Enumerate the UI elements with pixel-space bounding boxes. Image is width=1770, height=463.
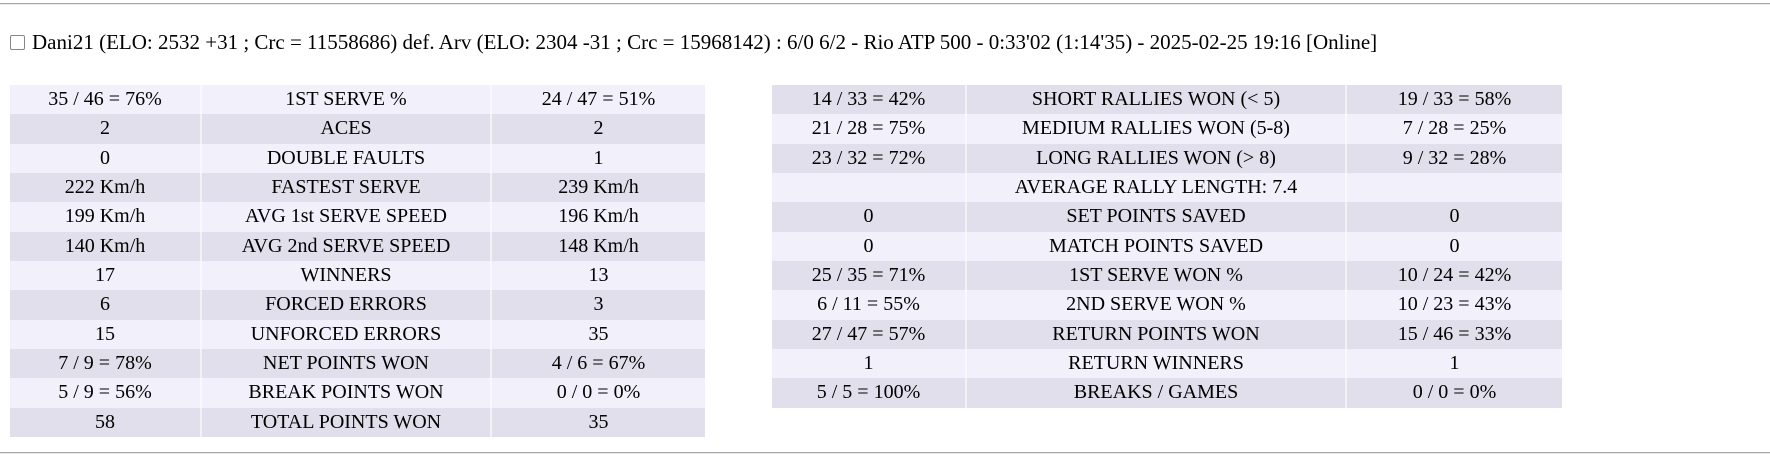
stat-label: MEDIUM RALLIES WON (5-8)	[965, 114, 1345, 144]
stat-value-p2: 13	[490, 260, 705, 291]
stat-value-p1: 23 / 32 = 72%	[772, 143, 965, 173]
stats-row: 0 DOUBLE FAULTS 1	[10, 143, 705, 173]
stat-value-p2: 10 / 24 = 42%	[1345, 260, 1562, 291]
stat-value-p2: 148 Km/h	[490, 231, 705, 261]
stat-label: 2ND SERVE WON %	[965, 290, 1345, 320]
stat-label: ACES	[200, 114, 490, 144]
stats-row: 6 FORCED ERRORS 3	[10, 290, 705, 320]
stat-label: UNFORCED ERRORS	[200, 319, 490, 349]
stat-value-p2: 24 / 47 = 51%	[490, 85, 705, 115]
stat-label: 1ST SERVE WON %	[965, 260, 1345, 291]
stat-value-p2: 2	[490, 114, 705, 144]
stat-value-p2: 35	[490, 407, 705, 437]
stat-value-p2: 239 Km/h	[490, 172, 705, 203]
stat-value-p1: 222 Km/h	[10, 172, 200, 203]
stats-row: 17 WINNERS 13	[10, 260, 705, 291]
stats-row: 14 / 33 = 42% SHORT RALLIES WON (< 5) 19 /…	[772, 85, 1562, 115]
stat-value-p2: 0 / 0 = 0%	[490, 378, 705, 408]
stat-value-p1: 58	[10, 407, 200, 437]
stat-value-p1: 17	[10, 260, 200, 291]
stat-value-p1: 0	[10, 143, 200, 173]
stat-value-p1: 7 / 9 = 78%	[10, 348, 200, 379]
stat-label: RETURN WINNERS	[965, 348, 1345, 379]
stat-value-p1: 14 / 33 = 42%	[772, 85, 965, 115]
stats-row: 0 SET POINTS SAVED 0	[772, 202, 1562, 232]
stats-row: 25 / 35 = 71% 1ST SERVE WON % 10 / 24 = 42…	[772, 260, 1562, 291]
stat-label: SET POINTS SAVED	[965, 202, 1345, 232]
stat-value-p2	[1345, 172, 1562, 203]
stats-row: 1 RETURN WINNERS 1	[772, 348, 1562, 379]
stat-label: BREAK POINTS WON	[200, 378, 490, 408]
stat-value-p1: 2	[10, 114, 200, 144]
stat-label: DOUBLE FAULTS	[200, 143, 490, 173]
stats-row: 15 UNFORCED ERRORS 35	[10, 319, 705, 349]
match-select-checkbox[interactable]	[10, 34, 25, 50]
stats-row: 7 / 9 = 78% NET POINTS WON 4 / 6 = 67%	[10, 348, 705, 379]
stat-value-p2: 19 / 33 = 58%	[1345, 85, 1562, 115]
bottom-divider	[0, 452, 1770, 454]
match-result-line: Dani21 (ELO: 2532 +31 ; Crc = 11558686) …	[32, 30, 1378, 54]
stat-label: WINNERS	[200, 260, 490, 291]
stats-row: 35 / 46 = 76% 1ST SERVE % 24 / 47 = 51%	[10, 85, 705, 115]
rally-stats-table: 14 / 33 = 42% SHORT RALLIES WON (< 5) 19 /…	[772, 85, 1562, 408]
stat-value-p2: 0	[1345, 231, 1562, 261]
stat-value-p1: 15	[10, 319, 200, 349]
stat-value-p2: 10 / 23 = 43%	[1345, 290, 1562, 320]
stat-label: RETURN POINTS WON	[965, 319, 1345, 349]
stats-row: 199 Km/h AVG 1st SERVE SPEED 196 Km/h	[10, 202, 705, 232]
stat-label: TOTAL POINTS WON	[200, 407, 490, 437]
stat-label: LONG RALLIES WON (> 8)	[965, 143, 1345, 173]
stat-value-p1	[772, 172, 965, 203]
stat-value-p2: 196 Km/h	[490, 202, 705, 232]
stats-row: 21 / 28 = 75% MEDIUM RALLIES WON (5-8) 7 /…	[772, 114, 1562, 144]
stat-label: 1ST SERVE %	[200, 85, 490, 115]
stats-row: 27 / 47 = 57% RETURN POINTS WON 15 / 46 = …	[772, 319, 1562, 349]
stats-row: 0 MATCH POINTS SAVED 0	[772, 231, 1562, 261]
stats-row: AVERAGE RALLY LENGTH: 7.4	[772, 172, 1562, 203]
stats-row: 140 Km/h AVG 2nd SERVE SPEED 148 Km/h	[10, 231, 705, 261]
stat-label: MATCH POINTS SAVED	[965, 231, 1345, 261]
stat-label: AVERAGE RALLY LENGTH: 7.4	[965, 172, 1345, 203]
stat-label: FORCED ERRORS	[200, 290, 490, 320]
stat-label: AVG 1st SERVE SPEED	[200, 202, 490, 232]
stat-label: BREAKS / GAMES	[965, 378, 1345, 408]
stat-value-p2: 1	[1345, 348, 1562, 379]
serve-stats-table: 35 / 46 = 76% 1ST SERVE % 24 / 47 = 51% 2 AC…	[10, 85, 705, 437]
stat-value-p1: 5 / 9 = 56%	[10, 378, 200, 408]
stats-row: 5 / 5 = 100% BREAKS / GAMES 0 / 0 = 0%	[772, 378, 1562, 408]
stat-value-p2: 3	[490, 290, 705, 320]
stat-value-p1: 6 / 11 = 55%	[772, 290, 965, 320]
match-header-row: Dani21 (ELO: 2532 +31 ; Crc = 11558686) …	[10, 30, 1377, 54]
stat-value-p1: 0	[772, 231, 965, 261]
stat-value-p2: 9 / 32 = 28%	[1345, 143, 1562, 173]
stat-value-p1: 140 Km/h	[10, 231, 200, 261]
top-divider	[0, 3, 1770, 5]
stat-label: NET POINTS WON	[200, 348, 490, 379]
stat-value-p2: 0	[1345, 202, 1562, 232]
stat-value-p1: 0	[772, 202, 965, 232]
stats-row: 58 TOTAL POINTS WON 35	[10, 407, 705, 437]
stats-row: 2 ACES 2	[10, 114, 705, 144]
stats-row: 6 / 11 = 55% 2ND SERVE WON % 10 / 23 = 43%	[772, 290, 1562, 320]
stat-value-p2: 0 / 0 = 0%	[1345, 378, 1562, 408]
stat-value-p1: 1	[772, 348, 965, 379]
stats-row: 23 / 32 = 72% LONG RALLIES WON (> 8) 9 / 3…	[772, 143, 1562, 173]
stat-value-p2: 35	[490, 319, 705, 349]
stats-row: 222 Km/h FASTEST SERVE 239 Km/h	[10, 172, 705, 203]
stats-row: 5 / 9 = 56% BREAK POINTS WON 0 / 0 = 0%	[10, 378, 705, 408]
stat-value-p1: 21 / 28 = 75%	[772, 114, 965, 144]
stat-value-p1: 35 / 46 = 76%	[10, 85, 200, 115]
stat-value-p1: 5 / 5 = 100%	[772, 378, 965, 408]
stat-value-p2: 7 / 28 = 25%	[1345, 114, 1562, 144]
stat-label: SHORT RALLIES WON (< 5)	[965, 85, 1345, 115]
stat-value-p1: 25 / 35 = 71%	[772, 260, 965, 291]
stat-value-p2: 15 / 46 = 33%	[1345, 319, 1562, 349]
stat-value-p1: 199 Km/h	[10, 202, 200, 232]
stat-value-p1: 6	[10, 290, 200, 320]
stat-value-p2: 1	[490, 143, 705, 173]
stat-value-p2: 4 / 6 = 67%	[490, 348, 705, 379]
stat-value-p1: 27 / 47 = 57%	[772, 319, 965, 349]
stat-label: AVG 2nd SERVE SPEED	[200, 231, 490, 261]
stat-label: FASTEST SERVE	[200, 172, 490, 203]
